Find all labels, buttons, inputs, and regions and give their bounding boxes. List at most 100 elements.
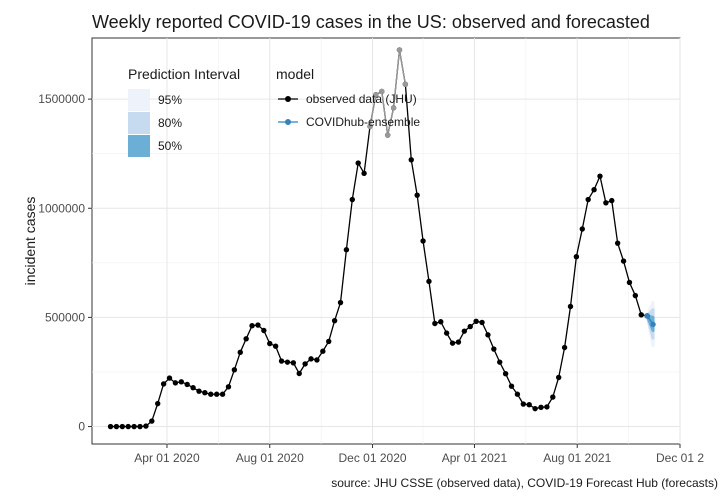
data-point: [426, 278, 432, 285]
data-point: [243, 336, 249, 342]
data-point: [514, 391, 521, 397]
data-point: [272, 343, 279, 349]
data-point: [231, 367, 238, 373]
data-point: [314, 357, 320, 363]
x-axis: Apr 01 2020 Aug 01 2020 Dec 01 2020 Apr 01 …: [134, 444, 704, 465]
y-tick-label: 1500000: [38, 92, 85, 106]
legend-model-title: model: [276, 66, 314, 82]
data-point: [532, 405, 538, 412]
legend-key-50: [128, 135, 150, 157]
data-point: [143, 423, 149, 429]
data-point: [178, 379, 184, 385]
legend-key-ensemble-point: [285, 119, 291, 125]
data-point: [573, 254, 580, 260]
data-point: [337, 299, 344, 306]
legend-label-50: 50%: [158, 139, 182, 153]
data-point: [113, 423, 120, 430]
data-point: [355, 160, 361, 166]
data-point: [379, 88, 385, 95]
data-point: [137, 423, 143, 430]
data-point: [261, 327, 267, 334]
data-point: [237, 349, 243, 356]
data-point: [526, 402, 532, 408]
data-point: [384, 132, 391, 138]
data-point: [467, 323, 473, 330]
data-point: [644, 313, 650, 319]
data-point: [255, 322, 261, 328]
data-point: [390, 105, 397, 111]
data-point: [278, 358, 285, 364]
data-point: [502, 371, 509, 377]
data-point: [432, 320, 438, 327]
data-point: [190, 384, 196, 391]
data-point: [650, 321, 656, 328]
data-point: [567, 303, 574, 310]
data-point: [479, 319, 485, 326]
data-point: [414, 192, 420, 198]
data-point: [626, 279, 633, 286]
data-point: [119, 423, 126, 430]
grid-major: [92, 38, 681, 444]
data-point: [449, 340, 456, 346]
data-point: [579, 226, 585, 232]
data-point: [249, 322, 255, 329]
data-point: [184, 381, 190, 388]
data-point: [131, 423, 137, 430]
legend-key-95: [128, 89, 150, 111]
y-axis-label: incident cases: [22, 197, 38, 286]
data-point: [343, 247, 350, 253]
y-tick-label: 500000: [45, 310, 85, 324]
data-point: [408, 157, 414, 163]
legend-label-ensemble: COVIDhub-ensemble: [306, 115, 420, 129]
x-tick-label: Apr 01 2020: [134, 451, 200, 465]
data-point: [308, 356, 314, 362]
y-tick-label: 0: [78, 420, 85, 434]
data-point: [461, 328, 468, 334]
data-point: [326, 338, 332, 345]
data-point: [320, 348, 326, 354]
data-point: [208, 391, 214, 397]
x-tick-label: Apr 01 2021: [442, 451, 508, 465]
data-point: [597, 173, 603, 179]
data-point: [508, 383, 515, 389]
data-point: [402, 81, 409, 87]
chart-title: Weekly reported COVID-19 cases in the US…: [92, 12, 650, 32]
data-point: [632, 292, 639, 299]
source-caption: source: JHU CSSE (observed data), COVID-…: [331, 476, 718, 490]
data-point: [225, 384, 232, 390]
data-point: [267, 340, 273, 347]
data-point: [443, 330, 450, 336]
data-point: [284, 359, 291, 365]
data-point: [561, 344, 568, 351]
data-point: [614, 240, 621, 246]
y-axis: 0 500000 1000000 1500000: [38, 92, 92, 434]
data-point: [213, 391, 220, 397]
data-point: [550, 394, 556, 400]
data-point: [202, 390, 208, 396]
data-point: [638, 312, 644, 318]
data-point: [172, 380, 179, 386]
data-point: [302, 361, 308, 367]
data-point: [485, 332, 491, 338]
legend-label-80: 80%: [158, 116, 182, 130]
data-point: [455, 339, 462, 345]
legend-label-95: 95%: [158, 93, 182, 107]
data-point: [331, 317, 338, 324]
data-point: [160, 381, 167, 387]
data-point: [296, 370, 302, 377]
data-point: [349, 196, 355, 203]
data-point: [585, 196, 591, 203]
data-point: [367, 123, 373, 130]
data-point: [125, 423, 131, 430]
data-point: [438, 319, 444, 325]
data-point: [544, 404, 550, 410]
data-point: [491, 346, 497, 352]
series-points: [107, 47, 656, 430]
x-tick-label: Dec 01 2020: [338, 451, 406, 465]
legend-key-observed-point: [285, 96, 291, 102]
plot-panel: [91, 37, 681, 445]
data-point: [373, 92, 379, 98]
data-point: [473, 318, 479, 325]
data-point: [603, 200, 609, 206]
